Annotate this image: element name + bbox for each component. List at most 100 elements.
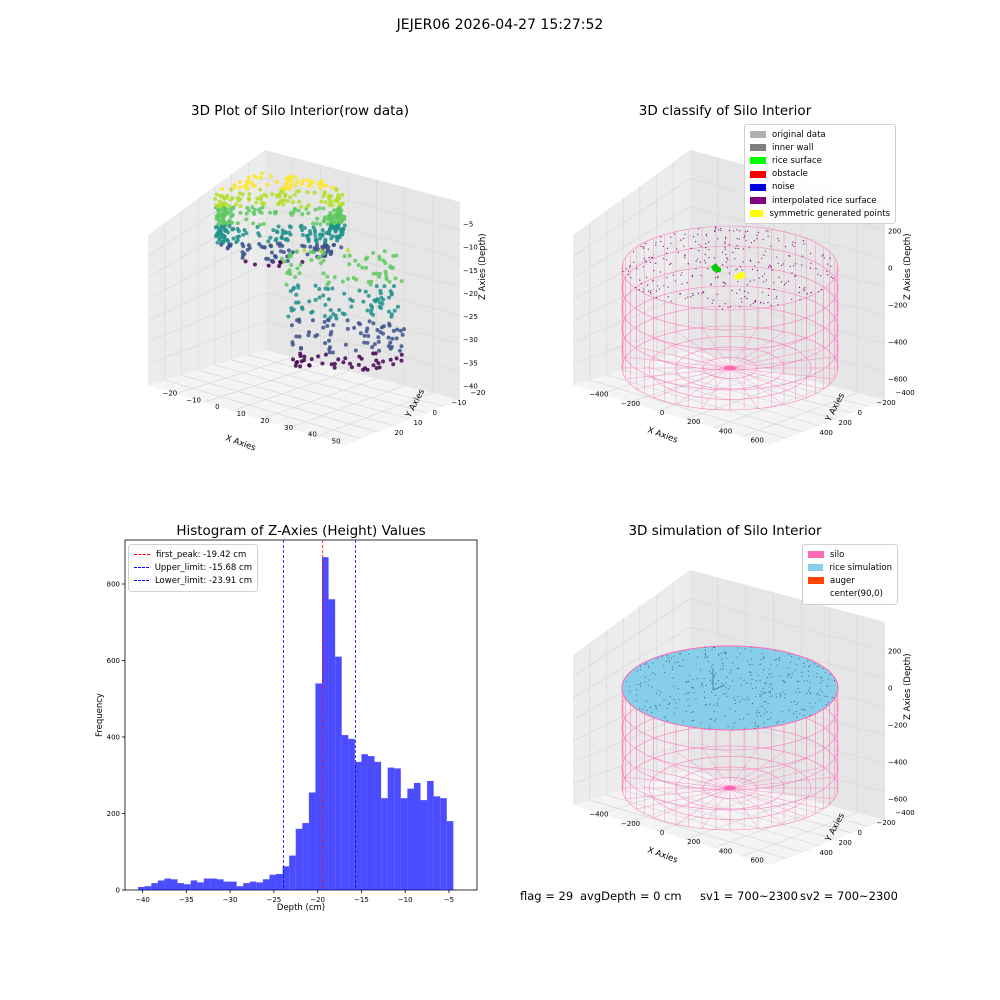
- rice-point: [726, 676, 728, 678]
- rice-point: [732, 662, 734, 664]
- raw-point: [336, 357, 341, 362]
- interpolated-point: [705, 233, 707, 235]
- raw-point: [289, 179, 294, 184]
- rice-point: [704, 656, 706, 658]
- raw-point: [391, 254, 396, 259]
- raw-point: [288, 175, 293, 180]
- rice-point: [807, 670, 809, 673]
- raw-point: [304, 233, 309, 238]
- raw-point: [376, 339, 381, 344]
- classify-legend-label: original data: [772, 129, 826, 140]
- raw-point: [277, 194, 282, 199]
- raw-point: [235, 221, 240, 226]
- raw-point: [317, 295, 322, 300]
- interpolated-point: [762, 291, 764, 293]
- interpolated-point: [713, 257, 716, 259]
- raw-point: [388, 340, 393, 345]
- raw-point: [217, 237, 222, 242]
- interpolated-point: [667, 296, 669, 298]
- raw-point: [325, 324, 330, 329]
- interpolated-point: [787, 280, 789, 282]
- raw-point: [391, 362, 396, 367]
- raw-point: [386, 335, 391, 340]
- silo-floor-ring: [702, 357, 758, 379]
- raw-point: [285, 199, 290, 204]
- rice-point: [688, 692, 690, 694]
- interpolated-point: [753, 240, 755, 242]
- histogram-chart[interactable]: −40 −35 −30 −25 −20 −15 −10 −5 0 200 400 600 800 Dep…: [90, 539, 490, 920]
- rice-point: [809, 691, 811, 694]
- rice-point: [696, 656, 699, 658]
- raw-ztick: −30: [463, 336, 478, 344]
- rice-point: [715, 718, 717, 720]
- simulation-3d-plot[interactable]: −400−2000200400600−400−20002004002000−20…: [565, 560, 915, 880]
- raw-point: [258, 187, 263, 192]
- raw-point: [322, 319, 327, 324]
- raw-point: [245, 205, 250, 210]
- raw-point: [383, 261, 388, 266]
- raw-point: [347, 262, 352, 267]
- interpolated-point: [725, 236, 727, 238]
- raw-point: [391, 284, 396, 289]
- interpolated-point: [823, 257, 825, 259]
- simulation-legend-label: center(90,0): [830, 589, 883, 600]
- raw-point: [285, 175, 290, 180]
- rice-point: [636, 683, 638, 685]
- raw-point: [241, 244, 246, 249]
- raw-point: [314, 221, 319, 226]
- histogram-legend-label: first_peak: -19.42 cm: [156, 549, 247, 560]
- histogram-bar: [177, 883, 185, 890]
- raw-point: [331, 312, 336, 317]
- rice-point: [712, 646, 715, 649]
- interpolated-point: [684, 254, 686, 256]
- raw-point: [217, 226, 222, 231]
- raw-point: [278, 249, 283, 254]
- interpolated-point: [756, 238, 758, 240]
- raw-point: [285, 270, 290, 275]
- histogram-xtick-label: −25: [266, 896, 281, 904]
- raw-point: [221, 233, 226, 238]
- rice-point: [784, 697, 786, 699]
- raw-point: [319, 199, 324, 204]
- raw-point: [326, 286, 331, 291]
- rice-point: [804, 709, 807, 711]
- rice-point: [739, 701, 741, 703]
- interpolated-point: [806, 293, 808, 295]
- raw-point: [389, 314, 394, 319]
- raw-point: [273, 238, 278, 243]
- raw-xtick: 30: [284, 424, 293, 432]
- simulation-ytick: 200: [839, 839, 852, 847]
- rice-point: [778, 656, 781, 659]
- rice-point: [722, 668, 724, 670]
- interpolated-point: [648, 290, 650, 292]
- raw-point: [361, 299, 366, 304]
- raw-point: [244, 217, 249, 222]
- raw-point: [332, 275, 337, 280]
- raw-point: [317, 287, 322, 292]
- rice-point: [765, 692, 767, 694]
- classify-legend-swatch: [750, 131, 766, 139]
- raw-3d-plot[interactable]: −20−1001020304050−20−1001020−5−10−15−20−…: [140, 140, 488, 460]
- raw-xtick: 10: [237, 410, 246, 418]
- interpolated-point: [773, 288, 775, 291]
- rice-point: [667, 656, 669, 659]
- interpolated-point: [750, 304, 752, 306]
- raw-point: [373, 299, 378, 304]
- raw-point: [298, 351, 303, 356]
- interpolated-point: [724, 238, 727, 240]
- raw-point: [252, 184, 257, 189]
- interpolated-point: [659, 271, 662, 273]
- histogram-bar: [400, 798, 408, 890]
- raw-point: [251, 221, 256, 226]
- raw-point: [399, 358, 404, 363]
- histogram-bar: [440, 798, 447, 890]
- interpolated-point: [666, 277, 668, 279]
- raw-point: [307, 363, 312, 368]
- simulation-legend-label: auger: [830, 575, 855, 586]
- raw-point: [321, 293, 326, 298]
- rice-point: [764, 708, 766, 710]
- histogram-bar: [249, 881, 257, 890]
- interpolated-point: [648, 257, 650, 259]
- interpolated-point: [683, 245, 685, 247]
- histogram-bar: [322, 557, 329, 890]
